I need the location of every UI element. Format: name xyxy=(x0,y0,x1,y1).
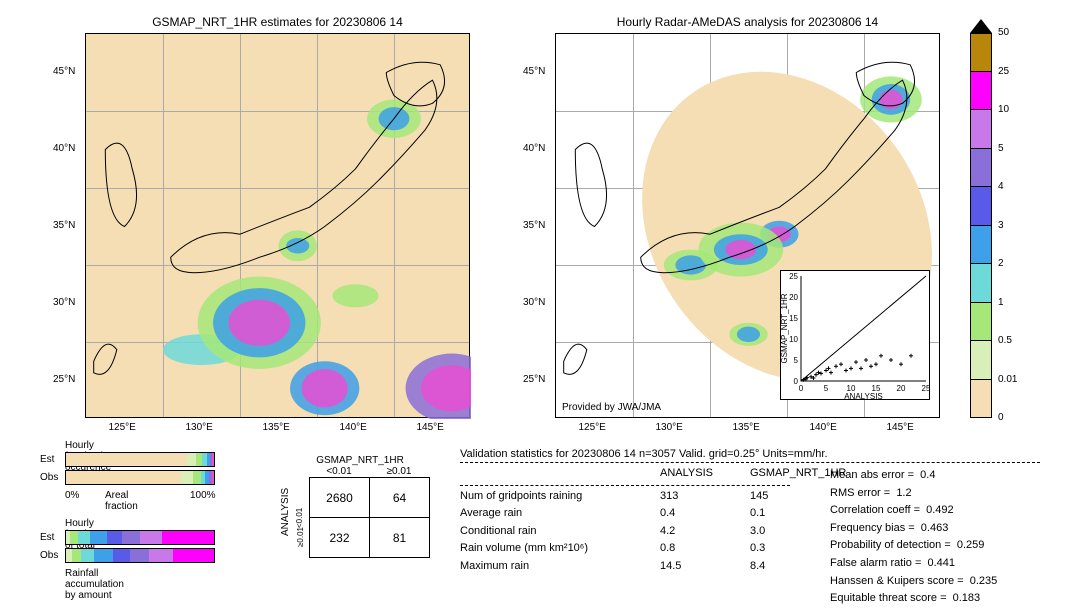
svg-text:20: 20 xyxy=(789,293,798,302)
metrics-block: Mean abs error = 0.4RMS error = 1.2Corre… xyxy=(830,467,997,608)
map2-title: Hourly Radar-AMeDAS analysis for 2023080… xyxy=(555,15,940,29)
svg-text:GSMAP_NRT_1HR: GSMAP_NRT_1HR xyxy=(781,293,789,363)
map1-title: GSMAP_NRT_1HR estimates for 20230806 14 xyxy=(85,15,470,29)
map1-panel xyxy=(85,33,470,418)
svg-text:0: 0 xyxy=(799,384,804,393)
contingency-table: GSMAP_NRT_1HRANALYSIS<0.01≥0.01<0.012680… xyxy=(280,455,430,558)
svg-text:5: 5 xyxy=(824,384,829,393)
svg-text:ANALYSIS: ANALYSIS xyxy=(844,392,883,401)
svg-text:20: 20 xyxy=(897,384,906,393)
scatter-inset: 05101520250510152025ANALYSISGSMAP_NRT_1H… xyxy=(780,270,930,400)
svg-text:15: 15 xyxy=(789,314,798,323)
svg-text:10: 10 xyxy=(789,335,798,344)
svg-text:5: 5 xyxy=(794,356,799,365)
svg-text:25: 25 xyxy=(922,384,931,393)
colorbar: 502510543210.50.010 xyxy=(970,33,992,418)
svg-text:0: 0 xyxy=(794,377,799,386)
svg-text:25: 25 xyxy=(789,272,798,281)
